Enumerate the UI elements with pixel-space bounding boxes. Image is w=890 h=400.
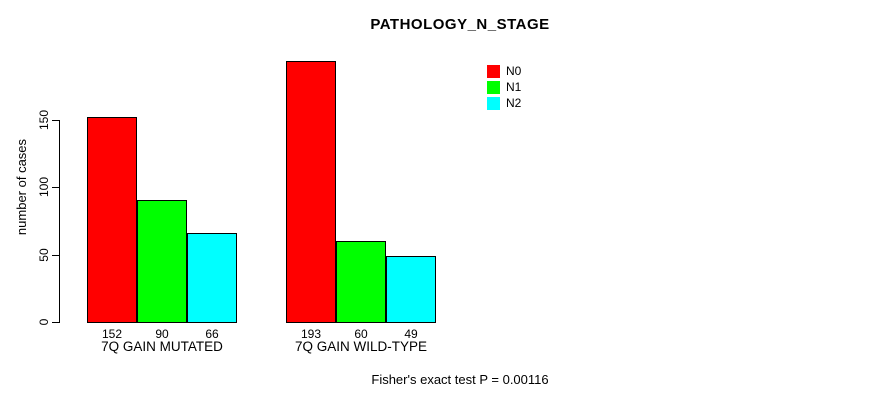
bar-n2-group2: [386, 256, 436, 323]
x-axis-group-label: 7Q GAIN MUTATED: [101, 339, 223, 354]
statistical-test-annotation: Fisher's exact test P = 0.00116: [371, 372, 549, 387]
bar-n2-group1: [187, 233, 237, 323]
y-axis-line: [59, 119, 60, 323]
legend-item-n0: N0: [487, 64, 521, 79]
bar-value-label: 193: [300, 327, 322, 341]
y-axis-tick: [52, 119, 59, 121]
legend-swatch-n2: [487, 97, 500, 110]
legend-item-n1: N1: [487, 80, 521, 95]
chart-title: PATHOLOGY_N_STAGE: [370, 16, 550, 33]
bar-value-label: 60: [354, 327, 368, 341]
legend-label: N2: [506, 96, 522, 110]
legend-item-n2: N2: [487, 96, 521, 111]
bar-value-label: 152: [101, 327, 123, 341]
x-axis-group-label: 7Q GAIN WILD-TYPE: [294, 339, 428, 354]
y-axis-tick: [52, 254, 59, 256]
y-axis-label: number of cases: [14, 138, 29, 236]
legend-swatch-n0: [487, 65, 500, 78]
bar-n1-group1: [137, 200, 187, 323]
bar-value-label: 49: [404, 327, 418, 341]
legend-label: N1: [506, 80, 522, 94]
y-axis-tick: [52, 187, 59, 188]
y-axis-tick-label: 150: [37, 109, 51, 130]
bar-value-label: 90: [155, 327, 169, 341]
bar-n0-group1: [87, 117, 137, 323]
bar-n1-group2: [336, 241, 386, 323]
y-axis-tick-label: 50: [37, 247, 51, 262]
y-axis-tick: [52, 322, 59, 323]
legend-swatch-n1: [487, 81, 500, 94]
y-axis-tick-label: 100: [37, 176, 51, 198]
bar-n0-group2: [286, 61, 336, 323]
legend: N0 N1 N2: [487, 64, 521, 112]
y-axis-tick-label: 0: [37, 318, 51, 326]
legend-label: N0: [506, 64, 522, 78]
bar-value-label: 66: [205, 327, 219, 341]
